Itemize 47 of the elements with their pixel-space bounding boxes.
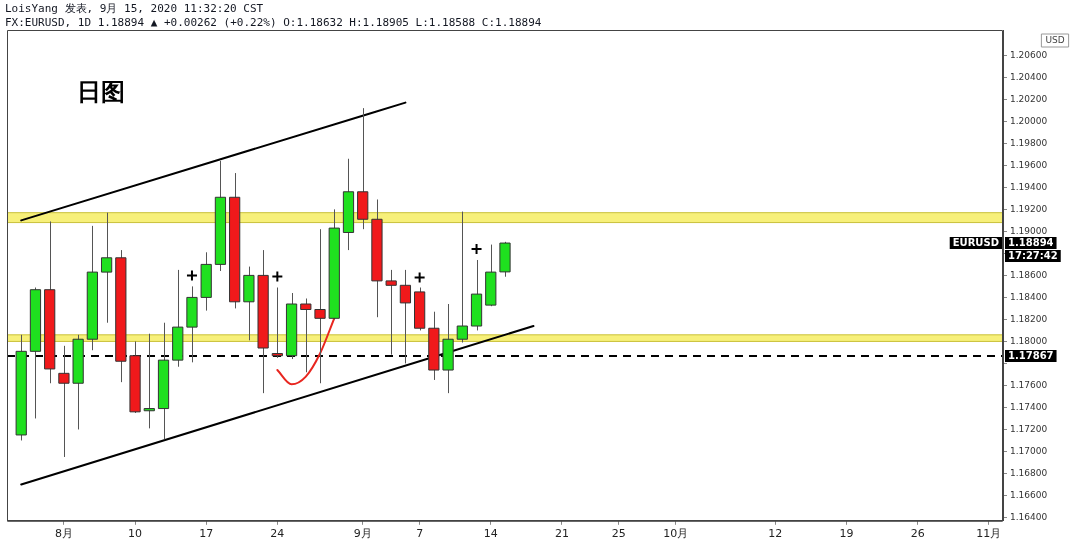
x-tick-label: 14 <box>483 527 498 541</box>
x-tick-label: 19 <box>839 527 854 541</box>
text: 日图 <box>77 78 125 107</box>
line-series <box>276 317 336 386</box>
x-tick-label: 8月 <box>54 527 73 541</box>
y-tick-label: 1.19800 <box>1010 137 1048 148</box>
x-tick-label: 25 <box>611 527 626 541</box>
y-tick-label: 1.16800 <box>1010 467 1048 478</box>
x-tick-label: 10月 <box>663 527 689 541</box>
y-tick-label: 1.19600 <box>1010 159 1048 170</box>
ref-line-label: 1.17867 <box>1008 350 1054 362</box>
y-tick-label: 1.18600 <box>1010 269 1048 280</box>
y-tick-label: 1.16600 <box>1010 489 1048 500</box>
point <box>271 270 284 283</box>
y-tick-label: 1.20400 <box>1010 71 1048 82</box>
text: 17:27:42 <box>1008 250 1058 262</box>
x-tick-label: 24 <box>270 527 285 541</box>
x-tick-label: 9月 <box>353 527 372 541</box>
y-tick-label: 1.18400 <box>1010 291 1048 302</box>
x-tick-label: 11月 <box>976 527 1002 541</box>
text: FX:EURUSD, 1D 1.18894 ▲ +0.00262 (+0.22%) O:1.18632 H:1.18905 L:1.18588 C:1.18894 <box>5 16 542 30</box>
y-tick-label: 1.19200 <box>1010 203 1048 214</box>
x-tick-label: 26 <box>910 527 925 541</box>
y-axis-title: USD <box>1045 34 1065 45</box>
x-tick-label: 7 <box>416 527 424 541</box>
y-tick-label: 1.17400 <box>1010 401 1048 412</box>
y-tick-label: 1.17600 <box>1010 379 1048 390</box>
y-tick-label: 1.17200 <box>1010 423 1048 434</box>
x-tick-label: 17 <box>199 527 214 541</box>
y-tick-label: 1.20600 <box>1010 49 1048 60</box>
y-tick-label: 1.19000 <box>1010 225 1048 236</box>
point <box>185 269 198 282</box>
y-tick-label: 1.20000 <box>1010 115 1048 126</box>
point <box>413 271 426 284</box>
y-tick-label: 1.16400 <box>1010 511 1048 522</box>
chart-subtitle: LoisYang 发表, 9月 15, 2020 11:32:20 CST <box>5 2 265 16</box>
x-tick-label: 10 <box>128 527 143 541</box>
y-tick-label: 1.18000 <box>1010 335 1048 346</box>
y-tick-label: 1.18200 <box>1010 313 1048 324</box>
y-tick-label: 1.19400 <box>1010 181 1048 192</box>
x-tick-label: 12 <box>768 527 783 541</box>
candlestick <box>314 228 326 384</box>
y-tick-label: 1.20200 <box>1010 93 1048 104</box>
y-tick-label: 1.17000 <box>1010 445 1048 456</box>
text: 1.18894 <box>1008 237 1054 249</box>
annotation: EURUSD <box>952 237 999 249</box>
x-tick-label: 21 <box>554 527 569 541</box>
